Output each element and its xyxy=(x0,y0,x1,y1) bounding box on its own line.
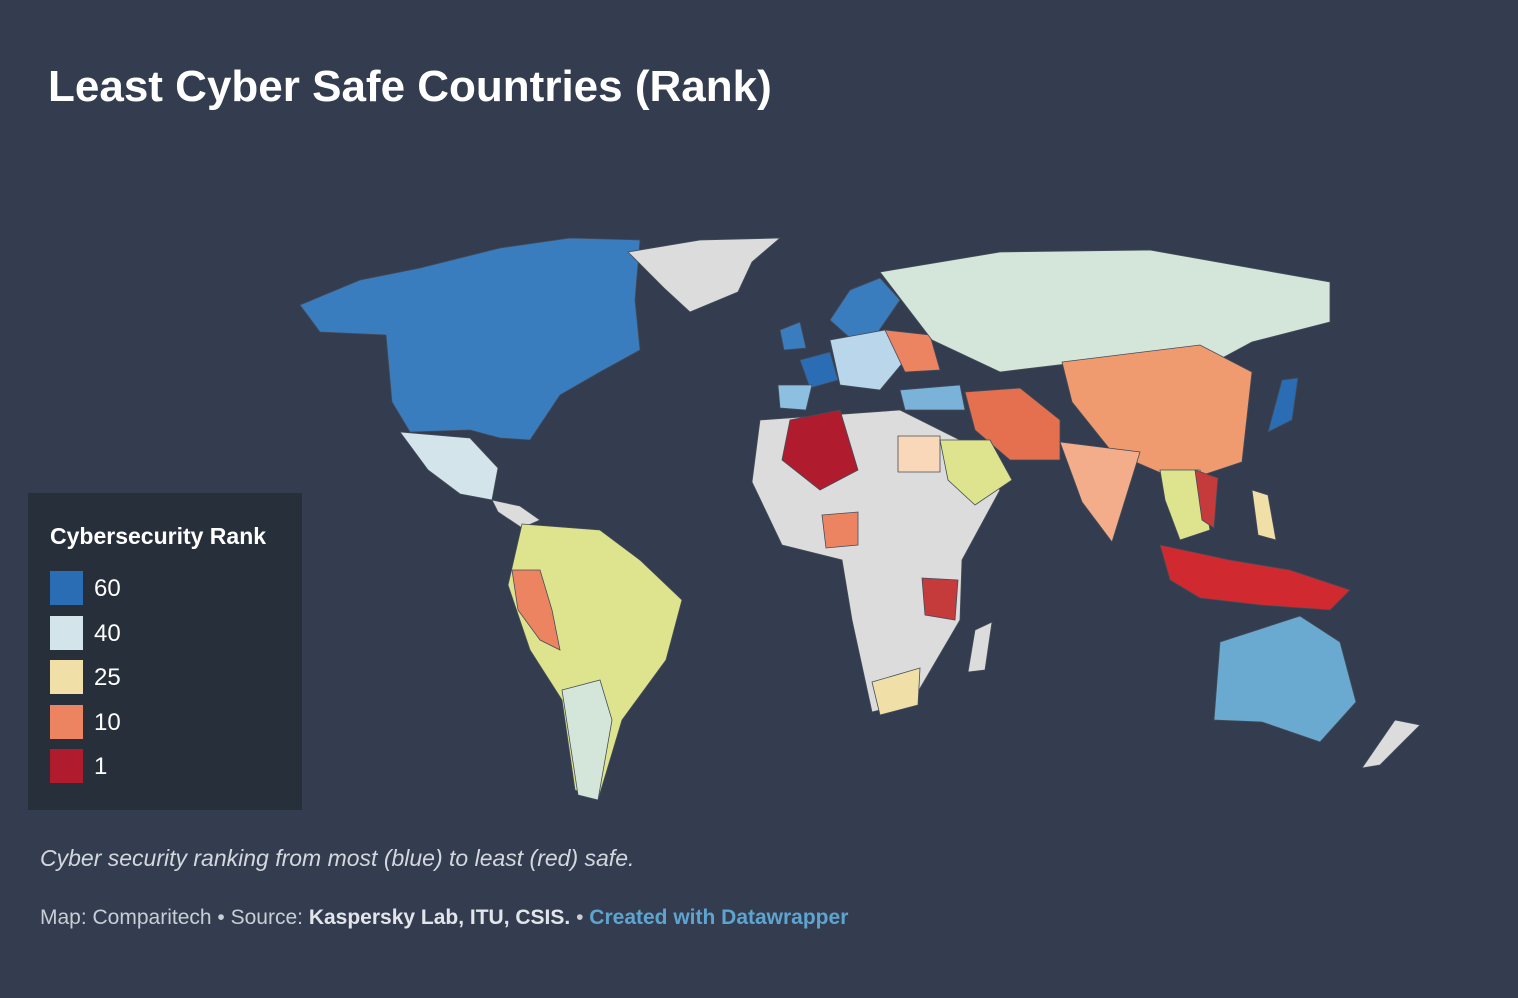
new-zealand xyxy=(1361,719,1421,769)
russia xyxy=(879,249,1331,373)
uk xyxy=(779,321,807,351)
footer-separator: • xyxy=(576,906,584,929)
japan xyxy=(1267,377,1299,433)
tanzania xyxy=(921,577,959,621)
indonesia xyxy=(1159,544,1351,611)
legend-title: Cybersecurity Rank xyxy=(50,523,267,549)
madagascar xyxy=(967,621,993,673)
southern-cone xyxy=(561,679,613,801)
algeria xyxy=(781,409,859,491)
footer: Map: Comparitech • Source: Kaspersky Lab… xyxy=(40,906,848,930)
turkey xyxy=(899,384,966,411)
legend-swatch xyxy=(50,660,83,694)
legend-label: 60 xyxy=(94,575,121,602)
scandinavia xyxy=(829,277,901,339)
greenland xyxy=(627,237,782,313)
description: Cyber security ranking from most (blue) … xyxy=(40,845,635,871)
south-america xyxy=(507,523,683,801)
vietnam xyxy=(1194,469,1219,529)
central-europe xyxy=(829,329,906,391)
philippines xyxy=(1251,489,1277,541)
legend-label: 1 xyxy=(94,753,108,780)
mexico xyxy=(399,431,499,501)
china xyxy=(1061,344,1253,483)
australia xyxy=(1213,615,1357,743)
legend-label: 10 xyxy=(94,708,121,736)
iberia xyxy=(777,384,813,411)
legend-swatch xyxy=(50,615,83,650)
datawrapper-link[interactable]: Created with Datawrapper xyxy=(589,906,849,929)
legend-swatch xyxy=(50,749,83,783)
nigeria xyxy=(821,511,859,549)
middle-east xyxy=(964,387,1061,461)
legend: Cybersecurity Rank 60 40 25 10 1 xyxy=(28,493,302,810)
egypt xyxy=(897,435,941,473)
south-africa xyxy=(871,667,921,716)
footer-source: Kaspersky Lab, ITU, CSIS. xyxy=(308,906,571,929)
legend-label: 25 xyxy=(94,664,121,691)
legend-swatch xyxy=(50,704,83,739)
eastern-europe xyxy=(884,329,941,373)
peru xyxy=(511,569,561,651)
legend-swatch xyxy=(50,571,83,605)
legend-label: 40 xyxy=(94,619,121,647)
north-america xyxy=(299,237,641,441)
france xyxy=(799,351,839,389)
saudi-arabia xyxy=(939,439,1013,506)
footer-prefix: Map: Comparitech • Source: xyxy=(40,906,303,929)
central-america xyxy=(491,499,541,529)
title: Least Cyber Safe Countries (Rank) xyxy=(48,62,772,111)
india xyxy=(1059,441,1141,543)
